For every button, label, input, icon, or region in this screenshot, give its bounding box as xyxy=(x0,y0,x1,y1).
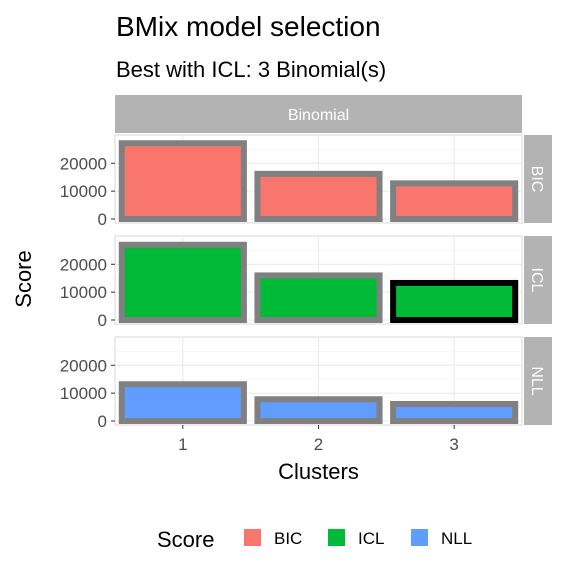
legend-title: Score xyxy=(157,527,214,552)
bar-nll-3 xyxy=(390,401,519,424)
y-tick-label: 0 xyxy=(98,210,107,229)
legend-label-bic: BIC xyxy=(274,529,302,548)
x-axis-title: Clusters xyxy=(278,459,359,484)
row-strip-icl xyxy=(524,236,552,324)
row-strip-label: NLL xyxy=(528,366,545,395)
row-strip-label: BIC xyxy=(528,166,545,193)
x-axis: 1 2 3 xyxy=(178,425,459,454)
y-tick-label: 20000 xyxy=(60,255,107,274)
bar-bic-1 xyxy=(118,140,247,223)
legend-label-nll: NLL xyxy=(441,529,472,548)
bar-nll-2 xyxy=(254,396,383,424)
bar-icl-2 xyxy=(254,272,383,323)
y-tick-label: 10000 xyxy=(60,283,107,302)
legend-label-icl: ICL xyxy=(358,529,384,548)
y-tick-label: 20000 xyxy=(60,154,107,173)
legend-key-nll xyxy=(411,529,428,546)
bar-icl-3 xyxy=(390,279,519,324)
chart-subtitle: Best with ICL: 3 Binomial(s) xyxy=(116,57,386,82)
panel-icl: 0 10000 20000 ICL xyxy=(60,235,552,330)
x-tick-label: 2 xyxy=(314,435,323,454)
legend-key-icl xyxy=(328,529,345,546)
bar-bic-3 xyxy=(390,180,519,222)
legend: Score BIC ICL NLL xyxy=(157,527,472,552)
legend-key-bic xyxy=(244,529,261,546)
row-strip-nll xyxy=(524,337,552,425)
row-strip-bic xyxy=(524,135,552,223)
y-tick-label: 20000 xyxy=(60,356,107,375)
y-tick-label: 0 xyxy=(98,311,107,330)
y-axis-title: Score xyxy=(11,250,36,307)
x-tick-label: 3 xyxy=(449,435,458,454)
x-tick-label: 1 xyxy=(178,435,187,454)
panel-bic: 0 10000 20000 BIC xyxy=(60,134,552,229)
bar-nll-1 xyxy=(118,381,247,425)
bar-icl-1 xyxy=(118,241,247,324)
y-tick-label: 0 xyxy=(98,412,107,431)
column-strip xyxy=(115,95,522,133)
row-strip-label: ICL xyxy=(528,268,545,293)
y-tick-label: 10000 xyxy=(60,384,107,403)
y-tick-label: 10000 xyxy=(60,182,107,201)
panels: 0 10000 20000 BIC 0 10000 20000 ICL 0 10000 20000 N… xyxy=(60,134,552,431)
panel-nll: 0 10000 20000 NLL xyxy=(60,336,552,431)
chart-title: BMix model selection xyxy=(116,11,381,42)
column-strip-label: Binomial xyxy=(288,107,349,124)
bar-bic-2 xyxy=(254,170,383,222)
